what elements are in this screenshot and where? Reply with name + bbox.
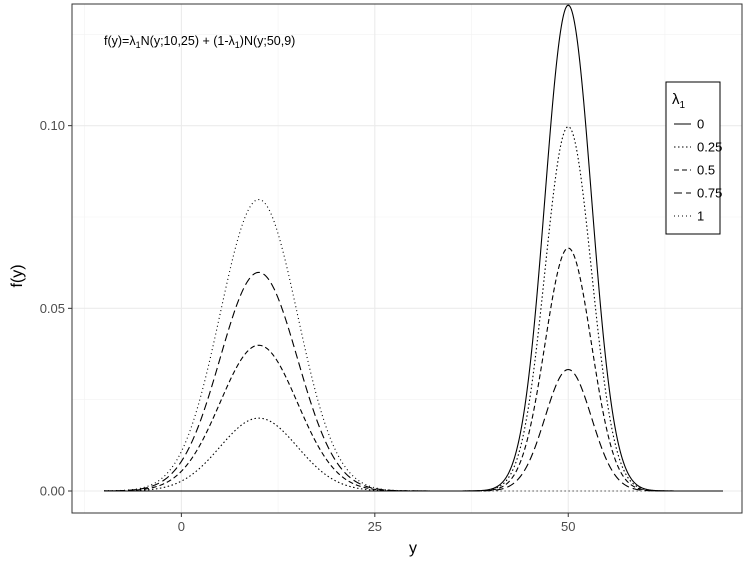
legend-label-1: 1 [697,209,704,224]
y-axis-title: f(y) [9,264,26,287]
formula-lambda-2: λ [229,34,236,48]
series-line-1 [103,198,723,492]
density-curves [103,4,723,492]
y-tick-label: 0.05 [40,301,65,316]
legend-box [665,81,721,235]
legend-title: λ1 [672,91,686,111]
formula-sub-2: 1 [235,40,240,50]
plot-panel [72,4,742,513]
legend-title-sub: 1 [680,100,686,111]
legend-label-0.5: 0.5 [697,163,715,178]
x-axis-title: y [409,540,417,557]
formula-lambda-1: λ [129,34,136,48]
formula-mid-1: N(y;10,25) + (1- [141,34,229,48]
x-tick-label: 50 [561,519,575,534]
formula-prefix: f(y)= [104,34,129,48]
formula-annotation: f(y)=λ1N(y;10,25) + (1-λ1)N(y;50,9) [104,34,295,50]
legend-title-symbol: λ [672,91,680,108]
legend-label-0.75: 0.75 [697,186,722,201]
formula-mid-2: )N(y;50,9) [240,34,296,48]
legend-label-0.25: 0.25 [697,140,722,155]
legend: λ1 00.250.50.751 [665,81,722,235]
y-tick-label: 0.00 [40,484,65,499]
y-tick-label: 0.10 [40,118,65,133]
x-tick-label: 25 [368,519,382,534]
axis-ticks: 0 25 50 0.00 0.05 0.10 [40,118,576,534]
legend-label-0: 0 [697,117,704,132]
formula-sub-1: 1 [136,40,141,50]
plot-border [71,3,743,514]
legend-items: 0 0.25 0.5 0.75 1 [674,117,722,224]
x-tick-label: 0 [178,519,185,534]
